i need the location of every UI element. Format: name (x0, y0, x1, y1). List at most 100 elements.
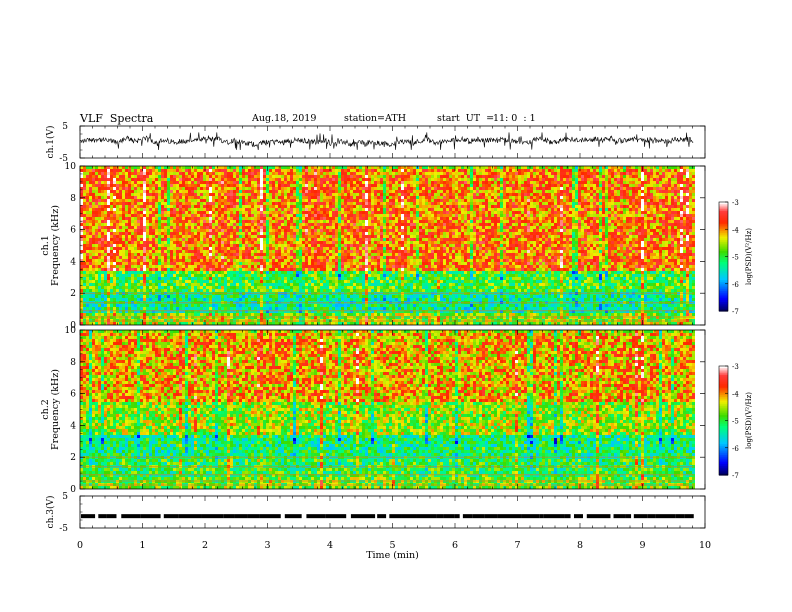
spectrogram-cell (233, 265, 236, 268)
spectrogram-cell (272, 202, 275, 205)
spectrogram-cell (308, 265, 311, 268)
spectrogram-cell (323, 217, 326, 220)
spectrogram-cell (266, 247, 269, 250)
spectrogram-cell (332, 217, 335, 220)
spectrogram-cell (152, 271, 155, 274)
spectrogram-cell (98, 280, 101, 283)
spectrogram-cell (329, 178, 332, 181)
spectrogram-cell (167, 319, 170, 322)
spectrogram-cell (269, 265, 272, 268)
spectrogram-cell (257, 223, 260, 226)
spectrogram-cell (251, 178, 254, 181)
spectrogram-cell (176, 217, 179, 220)
spectrogram-cell (146, 313, 149, 316)
spectrogram-cell (245, 193, 248, 196)
spectrogram-cell (359, 220, 362, 223)
spectrogram-cell (182, 271, 185, 274)
spectrogram-cell (278, 238, 281, 241)
spectrogram-cell (266, 241, 269, 244)
spectrogram-cell (107, 310, 110, 313)
spectrogram-cell (233, 172, 236, 175)
spectrogram-cell (236, 178, 239, 181)
spectrogram-cell (335, 277, 338, 280)
spectrogram-cell (332, 196, 335, 199)
spectrogram-cell (110, 310, 113, 313)
spectrogram-cell (323, 220, 326, 223)
spectrogram-cell (128, 199, 131, 202)
spectrogram-cell (143, 238, 146, 241)
spectrogram-cell (350, 262, 353, 265)
spectrogram-cell (218, 253, 221, 256)
spectrogram-cell (260, 244, 263, 247)
spectrogram-cell (203, 235, 206, 238)
spectrogram-cell (119, 214, 122, 217)
spectrogram-cell (332, 202, 335, 205)
spectrogram-cell (302, 229, 305, 232)
spectrogram-cell (278, 202, 281, 205)
spectrogram-cell (287, 187, 290, 190)
spectrogram-cell (176, 223, 179, 226)
spectrogram-cell (167, 184, 170, 187)
spectrogram-cell (146, 298, 149, 301)
spectrogram-cell (344, 202, 347, 205)
spectrogram-cell (335, 271, 338, 274)
spectrogram-cell (173, 274, 176, 277)
spectrogram-cell (167, 211, 170, 214)
spectrogram-cell (242, 196, 245, 199)
spectrogram-cell (311, 310, 314, 313)
spectrogram-cell (197, 307, 200, 310)
spectrogram-cell (329, 313, 332, 316)
spectrogram-cell (281, 244, 284, 247)
figure-title: VLF Spectra (80, 112, 153, 125)
spectrogram-cell (338, 250, 341, 253)
start-ut-label: start UT = (437, 113, 494, 124)
spectrogram-cell (86, 277, 89, 280)
spectrogram-cell (182, 208, 185, 211)
spectrogram-cell (347, 295, 350, 298)
spectrogram-cell (125, 295, 128, 298)
spectrogram-cell (170, 205, 173, 208)
spectrogram-cell (332, 253, 335, 256)
spectrogram-cell (317, 187, 320, 190)
spectrogram-cell (191, 184, 194, 187)
spectrogram-cell (131, 271, 134, 274)
spectrogram-cell (218, 214, 221, 217)
spectrogram-cell (332, 259, 335, 262)
spectrogram-cell (191, 241, 194, 244)
spectrogram-cell (155, 307, 158, 310)
spectrogram-cell (341, 259, 344, 262)
spectrogram-cell (356, 271, 359, 274)
spectrogram-cell (272, 229, 275, 232)
spectrogram-cell (275, 238, 278, 241)
spectrogram-cell (176, 178, 179, 181)
spectrogram-cell (215, 220, 218, 223)
spectrogram-cell (110, 220, 113, 223)
spectrogram-cell (137, 172, 140, 175)
spectrogram-cell (242, 208, 245, 211)
spectrogram-cell (101, 217, 104, 220)
spectrogram-cell (107, 235, 110, 238)
spectrogram-cell (107, 232, 110, 235)
spectrogram-cell (359, 262, 362, 265)
spectrogram-cell (281, 253, 284, 256)
spectrogram-cell (143, 247, 146, 250)
spectrogram-cell (314, 322, 317, 325)
spectrogram-cell (311, 274, 314, 277)
spectrogram-cell (221, 280, 224, 283)
spectrogram-cell (239, 190, 242, 193)
spectrogram-cell (131, 199, 134, 202)
spectrogram-cell (272, 310, 275, 313)
spectrogram-cell (212, 235, 215, 238)
spectrogram-cell (143, 289, 146, 292)
spectrogram-cell (329, 220, 332, 223)
spectrogram-cell (221, 256, 224, 259)
spectrogram-cell (275, 310, 278, 313)
spectrogram-cell (314, 256, 317, 259)
spectrogram-cell (266, 262, 269, 265)
spectrogram-cell (107, 208, 110, 211)
spectrogram-cell (245, 208, 248, 211)
spectrogram-cell (137, 280, 140, 283)
spectrogram-cell (359, 232, 362, 235)
spectrogram-cell (263, 286, 266, 289)
spectrogram-cell (242, 235, 245, 238)
